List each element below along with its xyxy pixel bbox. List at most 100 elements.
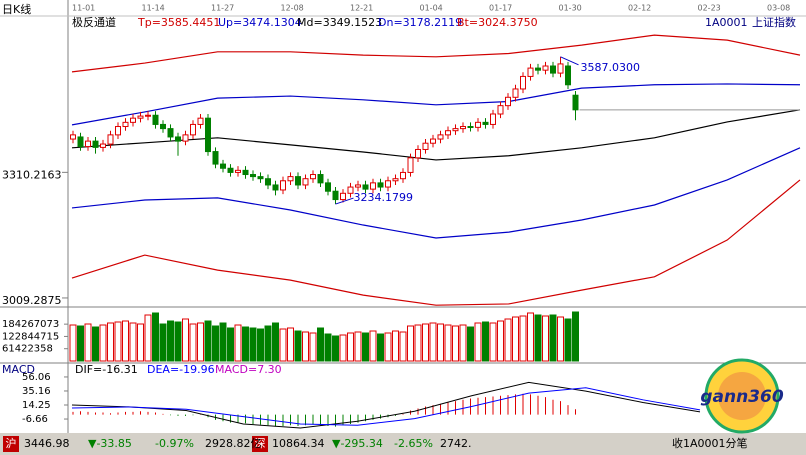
candle-body [137,115,144,119]
candle-body [535,67,541,71]
volume-bar [369,330,377,362]
band-line [71,109,801,161]
volume-bar [129,322,137,362]
candle-body [205,117,211,153]
candle-body [385,180,391,188]
volume-bar [264,325,272,362]
candle-body [175,136,181,142]
candle-body [347,186,354,194]
x-tick-label: 01-30 [559,4,582,13]
candle-body [542,65,549,71]
band-legend: Tp=3585.4451 [137,16,220,29]
volume-bar [189,323,197,362]
stock-name: 上证指数 [752,15,796,29]
volume-bar [317,327,324,362]
y-tick-label: 56.06 [22,372,51,383]
volume-bar [204,320,212,362]
sz-icon[interactable] [252,436,268,452]
status-item: 2928.82亿 [205,437,262,450]
candle-body [550,65,556,74]
candle-body [280,180,286,191]
candle-body [520,75,526,90]
candle-body [302,178,309,186]
candle-body [77,136,84,148]
candle-body [197,117,204,125]
candle-body [400,171,406,180]
volume-bar [152,312,159,362]
volume-bar [429,322,437,362]
volume-bar [534,314,542,362]
sz-label: 深 [255,437,266,450]
volume-bar [234,324,242,362]
y-tick-label: 61422358 [2,344,53,355]
volume-bar [159,323,167,362]
y-tick-label: 122844715 [2,331,59,342]
candle-body [490,113,496,125]
volume-bar [399,331,407,362]
volume-bar [519,315,527,362]
macd-line [71,381,701,429]
candle-body [467,126,474,129]
volume-bar [497,320,504,362]
y-tick-label: 14.25 [22,400,51,411]
candle-body [190,123,196,136]
candle-body [85,140,91,148]
y-tick-label: -6.66 [22,414,48,425]
status-item: -0.97% [155,437,194,450]
volume-bar [384,332,392,362]
candle-body [242,169,249,176]
volume-bar [459,324,467,362]
volume-bar [92,326,99,362]
candle-body [317,174,324,184]
legend-entry: DIF=-16.31 [75,363,138,376]
volume-bar [504,318,512,362]
volume-bar [137,323,144,362]
candle-body [325,182,331,192]
status-item: 3446.98 [24,437,70,450]
sh-icon[interactable] [3,436,19,452]
volume-bar [197,322,204,362]
candle-body [565,65,571,86]
candle-body [235,169,241,173]
y-tick-label: 3310.2163 [2,168,62,181]
volume-bar [407,325,414,362]
candle-body [152,114,159,125]
volume-bar [437,323,444,362]
x-tick-label: 02-23 [698,4,721,13]
volume-bar [69,324,77,362]
band-line [71,147,801,239]
y-tick-label: 35.16 [22,386,51,397]
volume-bar [362,332,369,362]
volume-bar [294,330,302,362]
candle-body [332,190,339,201]
volume-bar [467,326,474,362]
status-bar [0,433,806,455]
volume-bar [212,325,219,362]
volume-bar [287,327,294,362]
legend-entry: DEA=-19.96 [147,363,215,376]
volume-bar [482,321,489,362]
volume-bar [347,332,354,362]
band-line [71,83,801,126]
band-legend: Bt=3024.3750 [457,16,538,29]
volume-bar [84,323,92,362]
volume-bar [99,324,107,362]
status-right[interactable]: 收1A0001分笔 [672,436,748,450]
candle-body [370,182,376,190]
annotation: 3234.1799 [354,191,414,204]
candle-body [437,134,444,140]
status-item: 2742. [440,437,472,450]
y-tick-label: 184267073 [2,319,59,330]
volume-bar [527,312,534,362]
candle-body [310,174,316,180]
candle-body [512,88,519,98]
status-item: ▼-33.85 [88,437,132,450]
band-legend: Up=3474.1304 [218,16,302,29]
candle-body [182,134,189,142]
volume-bar [279,328,287,362]
volume-bar [557,316,564,362]
band-line [71,179,801,306]
candle-body [130,117,136,123]
sh-label: 沪 [6,436,17,450]
logo-text: gann360 [700,387,784,407]
